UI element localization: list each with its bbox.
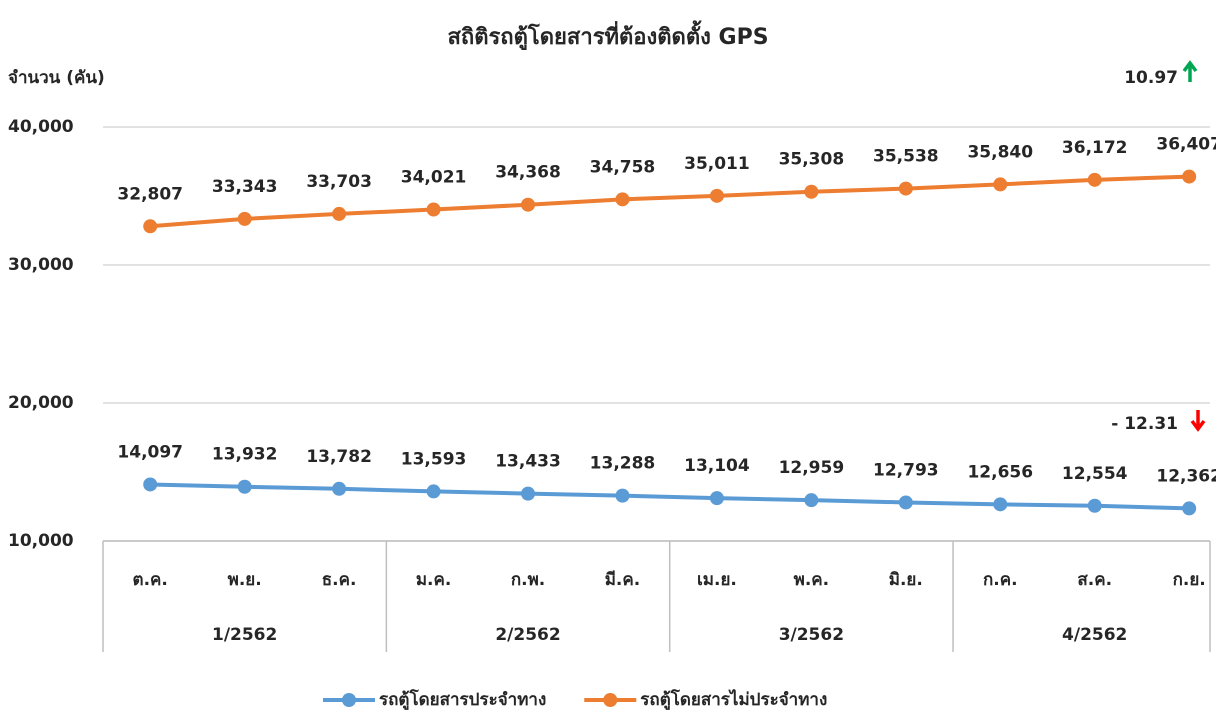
x-tick-label: ก.พ. [511, 570, 545, 590]
data-point [521, 197, 536, 212]
x-tick-label: ส.ค. [1077, 570, 1112, 590]
data-label: 13,433 [495, 452, 561, 472]
y-axis-label: จำนวน (คัน) [8, 68, 105, 88]
data-label: 14,097 [117, 442, 183, 462]
data-point [615, 192, 630, 207]
x-tick-label: ก.ย. [1173, 570, 1206, 590]
data-label: 35,840 [967, 142, 1033, 162]
x-tick-label: พ.ค. [794, 570, 830, 590]
x-tick-label: มี.ค. [605, 569, 641, 590]
data-point [426, 484, 441, 499]
data-label: 12,793 [873, 460, 939, 480]
data-point [1087, 498, 1102, 513]
down-arrow [1190, 410, 1206, 432]
legend-marker [342, 693, 356, 707]
data-point [143, 219, 158, 234]
data-label: 13,932 [212, 445, 278, 465]
data-label: 33,703 [306, 172, 372, 192]
data-point [1182, 169, 1197, 184]
data-point [709, 188, 724, 203]
group-label: 3/2562 [779, 625, 844, 645]
legend-marker [603, 693, 618, 707]
series-line [150, 482, 1190, 511]
data-point [237, 479, 252, 494]
data-point [332, 481, 347, 496]
data-point [993, 497, 1008, 512]
group-label: 1/2562 [212, 625, 277, 645]
data-label: 13,593 [401, 449, 467, 469]
data-point [898, 495, 913, 510]
data-label: 13,782 [306, 447, 372, 467]
data-label: 35,308 [779, 150, 845, 170]
data-label: 36,407 [1156, 135, 1216, 155]
chart-title: สถิติรถตู้โดยสารที่ต้องติดตั้ง GPS [447, 20, 768, 51]
x-tick-label: ก.ค. [983, 570, 1018, 590]
data-label: 13,104 [684, 456, 750, 476]
data-label: 12,959 [779, 458, 845, 478]
data-point [1087, 172, 1102, 187]
data-label: 12,554 [1062, 464, 1128, 484]
series-line [150, 174, 1190, 229]
y-tick-label: 40,000 [8, 117, 74, 137]
data-point [426, 202, 441, 217]
y-tick-label: 10,000 [8, 531, 74, 551]
data-label: 12,362 [1156, 466, 1216, 486]
data-label: 36,172 [1062, 138, 1128, 158]
data-point [237, 211, 252, 226]
x-tick-label: ต.ค. [133, 570, 168, 590]
data-label: 34,758 [590, 157, 656, 177]
x-tick-label: พ.ย. [228, 570, 262, 590]
x-tick-label: ธ.ค. [322, 570, 357, 590]
x-tick-label: ม.ค. [416, 570, 452, 590]
data-point [898, 181, 913, 196]
y-tick-label: 20,000 [8, 393, 74, 413]
data-point [1182, 501, 1197, 516]
data-label: 13,288 [590, 454, 656, 474]
up-arrow [1182, 60, 1198, 82]
legend-label: รถตู้โดยสารไม่ประจำทาง [640, 689, 827, 711]
data-label: 35,011 [684, 154, 750, 174]
data-point [709, 491, 724, 506]
group-label: 4/2562 [1062, 625, 1127, 645]
data-label: 12,656 [967, 462, 1033, 482]
data-point [993, 177, 1008, 192]
data-point [143, 477, 158, 492]
group-label: 2/2562 [495, 625, 560, 645]
data-point [804, 493, 819, 508]
x-tick-label: มิ.ย. [889, 570, 923, 590]
data-label: 33,343 [212, 177, 278, 197]
data-label: 35,538 [873, 147, 939, 167]
data-point [332, 206, 347, 221]
data-label: 34,021 [401, 168, 467, 188]
data-point [804, 184, 819, 199]
data-point [521, 486, 536, 501]
y-tick-label: 30,000 [8, 255, 74, 275]
annotation: - 12.31 [1111, 414, 1178, 434]
data-label: 34,368 [495, 163, 561, 183]
data-point [615, 488, 630, 503]
legend-label: รถตู้โดยสารประจำทาง [379, 689, 546, 711]
data-label: 32,807 [117, 184, 183, 204]
x-tick-label: เม.ย. [697, 570, 737, 590]
annotation: 10.97 [1124, 68, 1178, 88]
